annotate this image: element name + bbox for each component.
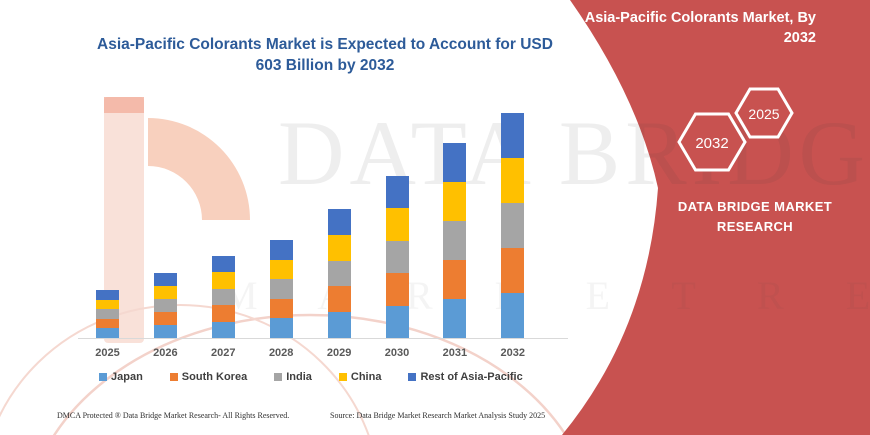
logo-stem-tip-shape [104, 97, 144, 113]
x-axis-label-2028: 2028 [268, 347, 294, 359]
bar-segment-south-korea-2027 [211, 305, 235, 322]
bar-segment-japan-2025 [96, 328, 119, 338]
brand-name-line2: RESEARCH [716, 219, 794, 235]
legend-label-china: China [350, 371, 382, 383]
hexagon-2025-shape [734, 87, 794, 139]
stacked-bar-2029 [327, 209, 351, 338]
logo-circle-outline [52, 313, 568, 435]
bar-segment-india-2029 [327, 260, 351, 287]
bar-segment-china-2028 [269, 259, 293, 280]
bar-segment-rest-of-asia-pacific-2028 [269, 240, 293, 260]
chart-title: Asia-Pacific Colorants Market is Expecte… [97, 36, 553, 74]
source-text: Source: Data Bridge Market Research Mark… [330, 411, 546, 420]
stacked-bar-2032 [501, 113, 525, 338]
bar-segment-china-2032 [501, 158, 525, 203]
x-axis-label-2032: 2032 [500, 347, 526, 359]
bar-segment-japan-2027 [211, 321, 235, 338]
legend-label-rest-of-asia-pacific: Rest of Asia-Pacific [420, 371, 523, 383]
brand-name: DATA BRIDGE MARKET RESEARCH [650, 197, 860, 237]
legend-label-japan: Japan [111, 371, 143, 383]
x-axis-label-2029: 2029 [326, 347, 352, 359]
bar-segment-south-korea-2028 [269, 298, 293, 319]
hexagon-2032-label: 2032 [695, 135, 728, 152]
legend-swatch-japan [99, 373, 107, 381]
x-axis-label-2027: 2027 [211, 347, 236, 359]
stacked-bar-2028 [269, 240, 293, 338]
bar-segment-rest-of-asia-pacific-2032 [501, 113, 525, 158]
legend-item-india: India [274, 371, 312, 383]
stacked-bar-2025 [96, 290, 119, 338]
red-panel-shape [562, 0, 870, 435]
hexagon-2025: 2025 [734, 87, 794, 139]
bar-segment-south-korea-2026 [153, 312, 177, 325]
bar-segment-japan-2030 [385, 305, 409, 338]
legend-item-south-korea: South Korea [169, 371, 248, 383]
bar-segment-rest-of-asia-pacific-2030 [385, 176, 409, 209]
bar-segment-south-korea-2030 [385, 273, 409, 306]
bar-segment-china-2026 [153, 286, 177, 299]
legend-item-china: China [338, 371, 382, 383]
bar-segment-india-2032 [501, 203, 525, 248]
x-axis-label-2031: 2031 [442, 347, 468, 359]
stacked-bar-2031 [443, 143, 467, 338]
bar-segment-china-2030 [385, 208, 409, 241]
stacked-bar-2030 [385, 176, 409, 338]
bar-segment-india-2030 [385, 240, 409, 274]
bar-segment-japan-2029 [327, 312, 351, 338]
hexagon-2025-label: 2025 [748, 106, 779, 122]
legend-label-india: India [286, 371, 312, 383]
bar-segment-south-korea-2032 [501, 248, 525, 293]
hexagon-2032: 2032 [677, 112, 747, 172]
chart-legend: Japan South Korea India China Rest of Asia-P… [99, 371, 523, 383]
bar-segment-south-korea-2025 [96, 318, 119, 329]
bar-segment-china-2025 [96, 299, 119, 310]
logo-arc-shape [148, 118, 250, 220]
logo-stem-shape [104, 97, 144, 343]
bar-segment-rest-of-asia-pacific-2029 [327, 209, 351, 235]
stacked-bar-2027 [211, 256, 235, 338]
legend-swatch-india [274, 373, 283, 381]
bar-segment-rest-of-asia-pacific-2031 [443, 143, 467, 182]
copyright-text: DMCA Protected ® Data Bridge Market Rese… [57, 411, 290, 420]
bar-segment-china-2031 [443, 182, 467, 221]
bar-segment-rest-of-asia-pacific-2026 [153, 273, 177, 286]
side-panel-title: Asia-Pacific Colorants Market, By 2032 [584, 10, 816, 47]
bar-segment-japan-2028 [269, 318, 293, 338]
bar-segment-japan-2026 [153, 325, 177, 338]
legend-item-japan: Japan [99, 371, 143, 383]
bar-segment-japan-2032 [501, 293, 525, 338]
stacked-bar-2026 [153, 273, 177, 338]
logo-circle-outline-2 [0, 304, 370, 435]
legend-swatch-rest-of-asia-pacific [408, 373, 417, 381]
x-axis-label-2025: 2025 [95, 347, 120, 359]
bar-segment-india-2028 [269, 279, 293, 299]
legend-item-rest-of-asia-pacific: Rest of Asia-Pacific [408, 371, 523, 383]
legend-swatch-china [338, 373, 347, 381]
bar-segment-china-2029 [327, 234, 351, 261]
legend-label-south-korea: South Korea [181, 371, 248, 383]
stacked-bar-chart: 2025 2026 2027 2028 2029 2030 2031 2032 [78, 113, 568, 359]
bar-segment-india-2027 [211, 288, 235, 306]
bar-segment-rest-of-asia-pacific-2027 [211, 256, 235, 273]
legend-swatch-south-korea [169, 373, 178, 381]
brand-name-line1: DATA BRIDGE MARKET [677, 199, 833, 214]
bar-segment-south-korea-2031 [443, 260, 467, 299]
x-axis-label-2030: 2030 [384, 347, 410, 359]
x-axis-label-2026: 2026 [153, 347, 178, 359]
bar-segment-india-2031 [443, 221, 467, 260]
hexagon-2032-shape [677, 112, 747, 172]
bar-segment-japan-2031 [443, 299, 467, 338]
bar-segment-china-2027 [211, 272, 235, 289]
bar-segment-rest-of-asia-pacific-2025 [96, 290, 119, 300]
bar-segment-india-2026 [153, 299, 177, 312]
bar-segment-south-korea-2029 [327, 286, 351, 313]
bar-segment-india-2025 [96, 309, 119, 319]
x-axis-line [78, 338, 568, 339]
